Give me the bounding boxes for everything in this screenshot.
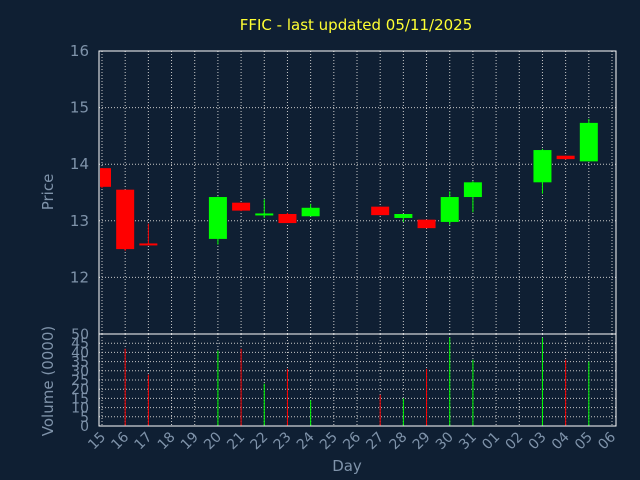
candle-body — [556, 155, 575, 160]
candle-body — [417, 219, 436, 229]
volume-frame — [98, 333, 617, 427]
volume-y-tick-label: 50 — [71, 327, 89, 343]
volume-axis-label: Volume (0000) — [39, 326, 57, 436]
volume-y-tick-label: 20 — [71, 382, 89, 398]
volume-y-tick-label: 5 — [80, 410, 89, 426]
candle-body — [463, 182, 482, 198]
price-candles — [100, 118, 598, 251]
candle-body — [371, 206, 390, 216]
price-panel: 12 13 14 15 16 Price — [39, 42, 617, 335]
candle-body — [278, 214, 297, 224]
candle-body — [232, 202, 251, 211]
candle-body — [394, 214, 413, 218]
candle-body — [301, 207, 320, 217]
x-tick-labels: 15 16 17 18 19 20 21 22 23 24 25 26 27 28 29 30 31 01 02 03… — [85, 429, 619, 453]
volume-y-tick-label: 40 — [71, 345, 89, 361]
volume-y-tick-label: 45 — [71, 336, 89, 352]
price-y-tick-label: 14 — [70, 155, 89, 173]
volume-y-tick-label: 25 — [71, 373, 89, 389]
volume-y-tick-label: 10 — [71, 401, 89, 417]
price-axis-label: Price — [39, 174, 57, 211]
price-y-tick-label: 16 — [70, 42, 89, 60]
candle-body — [533, 150, 552, 183]
volume-y-tick-label: 0 — [80, 419, 89, 435]
price-y-tick-label: 12 — [70, 268, 89, 286]
candle-body — [139, 243, 158, 246]
volume-y-tick-label: 30 — [71, 364, 89, 380]
x-axis-label: Day — [332, 457, 362, 475]
volume-bars — [124, 337, 590, 426]
candle-body — [100, 168, 111, 187]
price-y-tick-labels: 12 13 14 15 16 — [70, 42, 89, 286]
candle-body — [116, 189, 135, 250]
candle-body — [440, 197, 459, 222]
volume-y-tick-label: 35 — [71, 355, 89, 371]
price-y-tick-label: 15 — [70, 99, 89, 117]
candle-body — [579, 122, 598, 162]
chart-title: FFIC - last updated 05/11/2025 — [240, 16, 473, 34]
candle-body — [208, 197, 227, 239]
candle-body — [255, 213, 274, 216]
volume-y-tick-label: 15 — [71, 391, 89, 407]
price-y-tick-label: 13 — [70, 212, 89, 230]
